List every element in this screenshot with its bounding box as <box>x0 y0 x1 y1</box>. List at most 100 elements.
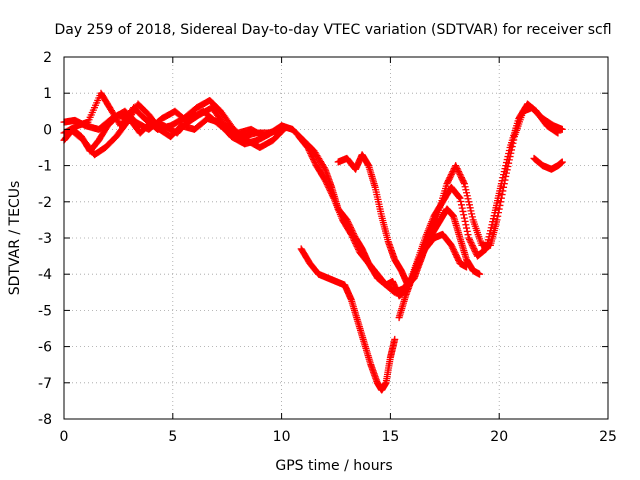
data-point <box>391 335 399 343</box>
data-point <box>444 177 452 185</box>
data-point <box>328 191 336 199</box>
data-point <box>457 172 465 180</box>
data-point <box>325 185 333 193</box>
data-point <box>495 205 503 213</box>
data-point <box>471 246 479 254</box>
data-point <box>457 174 465 182</box>
data-point <box>497 198 505 206</box>
data-point <box>464 195 472 203</box>
y-tick-label: -1 <box>38 159 52 175</box>
data-point <box>328 190 336 198</box>
data-point <box>449 244 457 252</box>
data-point <box>307 150 315 158</box>
data-point <box>351 238 359 246</box>
data-point <box>305 147 313 155</box>
x-tick-label: 20 <box>490 429 508 445</box>
data-point <box>490 212 498 220</box>
data-point <box>347 230 355 238</box>
data-point <box>455 169 463 177</box>
data-point <box>558 125 566 133</box>
data-point <box>327 188 335 196</box>
series-track-6 <box>295 100 562 300</box>
data-point <box>483 242 491 250</box>
data-point <box>468 240 476 248</box>
data-point <box>350 236 358 244</box>
data-point <box>450 246 458 254</box>
data-point <box>352 239 360 247</box>
data-point <box>498 177 506 185</box>
data-point <box>469 243 477 251</box>
data-point <box>460 180 468 188</box>
data-point <box>308 153 316 161</box>
data-point <box>447 171 455 179</box>
data-point <box>348 232 356 240</box>
data-point <box>310 157 318 165</box>
data-point <box>468 242 476 250</box>
data-point <box>447 241 455 249</box>
tick-labels-layer: 0 5 10 15 20 25 -8 -7 -6 -5 -4 -3 -2 -1 0 1 2 <box>38 50 617 445</box>
series-track-10 <box>530 154 566 173</box>
data-point <box>354 244 362 252</box>
data-point <box>454 255 462 263</box>
data-point <box>307 151 315 159</box>
data-point <box>461 183 469 191</box>
y-tick-label: -6 <box>38 340 52 356</box>
data-point <box>460 211 468 219</box>
data-point <box>446 174 454 182</box>
data-point <box>323 179 331 187</box>
data-point <box>453 165 461 173</box>
data-point <box>450 247 458 255</box>
data-point <box>306 148 314 156</box>
data-point <box>304 145 312 153</box>
data-point <box>468 210 476 218</box>
data-point <box>465 201 473 209</box>
data-point <box>554 129 562 137</box>
data-point <box>322 178 330 186</box>
data-point <box>501 165 509 173</box>
data-point <box>502 162 510 170</box>
marks-layer <box>60 89 566 394</box>
y-tick-label: 0 <box>43 122 52 138</box>
data-point <box>458 204 466 212</box>
data-point <box>349 235 357 243</box>
data-point <box>461 217 469 225</box>
data-point <box>311 159 319 167</box>
data-point <box>505 150 513 158</box>
data-point <box>309 154 317 162</box>
data-point <box>443 180 451 188</box>
data-point <box>445 175 453 183</box>
data-point <box>499 174 507 182</box>
data-point <box>463 224 471 232</box>
data-point <box>352 241 360 249</box>
data-point <box>484 236 492 244</box>
data-point <box>482 245 490 253</box>
y-tick-label: 1 <box>43 86 52 102</box>
data-point <box>447 172 455 180</box>
data-point <box>451 249 459 257</box>
data-point <box>502 159 510 167</box>
data-point <box>463 189 471 197</box>
y-axis-label: SDTVAR / TECUs <box>7 181 23 296</box>
data-point <box>484 239 492 247</box>
data-point <box>452 163 460 171</box>
data-point <box>488 221 496 229</box>
data-point <box>489 215 497 223</box>
series-track-4 <box>67 100 286 159</box>
data-point <box>452 250 460 258</box>
data-point <box>448 243 456 251</box>
data-point <box>504 153 512 161</box>
data-point <box>456 171 464 179</box>
data-point <box>455 168 463 176</box>
data-point <box>465 236 473 244</box>
data-point <box>463 263 471 271</box>
data-point <box>349 233 357 241</box>
x-tick-label: 0 <box>60 429 69 445</box>
data-point <box>323 181 331 189</box>
data-point <box>465 198 473 206</box>
data-point <box>324 182 332 190</box>
data-point <box>463 227 471 235</box>
data-point <box>485 233 493 241</box>
data-point <box>455 193 463 201</box>
y-tick-label: -5 <box>38 303 52 319</box>
